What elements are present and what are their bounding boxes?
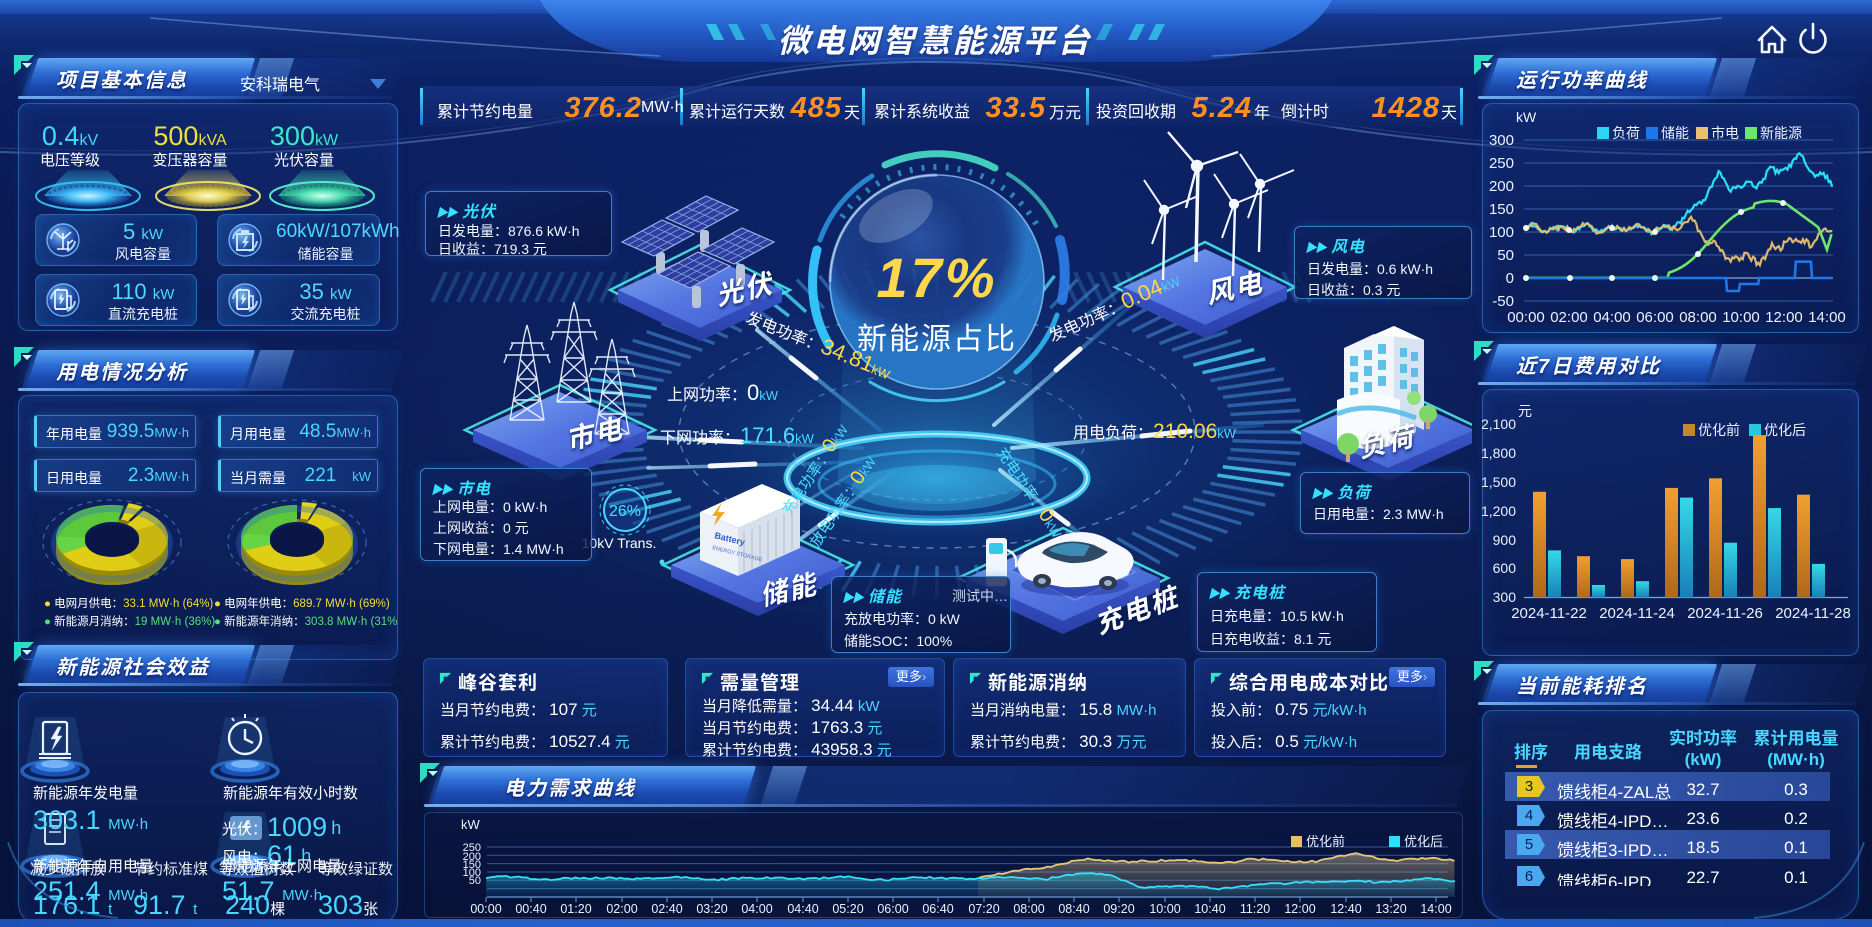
svg-text:08:00: 08:00	[1013, 902, 1044, 916]
svg-text:12:00: 12:00	[1284, 902, 1315, 916]
svg-text:200: 200	[1489, 178, 1514, 195]
svg-text:04:00: 04:00	[741, 902, 772, 916]
svg-text:1,500: 1,500	[1482, 474, 1516, 490]
svg-text:用电负荷：210.06kW: 用电负荷：210.06kW	[1073, 420, 1237, 443]
svg-text:900: 900	[1493, 532, 1517, 548]
svg-text:09:20: 09:20	[1103, 902, 1134, 916]
svg-text:12:40: 12:40	[1330, 902, 1361, 916]
svg-text:05:20: 05:20	[832, 902, 863, 916]
svg-text:06:00: 06:00	[1636, 309, 1674, 326]
svg-text:07:20: 07:20	[968, 902, 999, 916]
svg-text:200: 200	[463, 851, 481, 863]
svg-text:10:00: 10:00	[1149, 902, 1180, 916]
svg-text:26%: 26%	[609, 503, 641, 520]
svg-text:10kV Trans.: 10kV Trans.	[582, 535, 657, 551]
svg-text:优化前: 优化前	[1306, 834, 1345, 849]
svg-text:100: 100	[1489, 224, 1514, 241]
svg-text:元: 元	[1518, 403, 1532, 419]
svg-text:100: 100	[463, 867, 481, 879]
svg-text:50: 50	[469, 875, 481, 887]
svg-text:06:00: 06:00	[877, 902, 908, 916]
svg-text:10:00: 10:00	[1722, 309, 1760, 326]
svg-text:2024-11-24: 2024-11-24	[1599, 605, 1675, 622]
svg-text:2,100: 2,100	[1482, 416, 1516, 432]
svg-text:250: 250	[1489, 155, 1514, 172]
svg-text:02:00: 02:00	[606, 902, 637, 916]
svg-text:优化前: 优化前	[1698, 422, 1740, 438]
svg-text:04:00: 04:00	[1593, 309, 1631, 326]
svg-text:17%: 17%	[876, 246, 997, 309]
svg-text:00:00: 00:00	[470, 902, 501, 916]
svg-text:kW: kW	[461, 817, 481, 832]
svg-text:08:40: 08:40	[1058, 902, 1089, 916]
svg-text:新能源: 新能源	[1760, 125, 1802, 141]
svg-text:04:40: 04:40	[787, 902, 818, 916]
svg-text:300: 300	[1493, 589, 1517, 605]
svg-text:02:00: 02:00	[1550, 309, 1588, 326]
svg-text:负荷: 负荷	[1612, 125, 1640, 141]
svg-text:优化后: 优化后	[1404, 834, 1443, 849]
svg-text:06:40: 06:40	[922, 902, 953, 916]
svg-text:14:00: 14:00	[1420, 902, 1451, 916]
svg-text:08:00: 08:00	[1679, 309, 1717, 326]
svg-text:250: 250	[463, 842, 481, 854]
svg-text:03:20: 03:20	[696, 902, 727, 916]
svg-text:新能源占比: 新能源占比	[857, 323, 1017, 356]
svg-text:00:00: 00:00	[1507, 309, 1545, 326]
svg-text:1,800: 1,800	[1482, 445, 1516, 461]
svg-text:02:40: 02:40	[651, 902, 682, 916]
svg-text:储能: 储能	[1661, 125, 1689, 141]
svg-text:2024-11-22: 2024-11-22	[1511, 605, 1587, 622]
svg-text:2024-11-28: 2024-11-28	[1775, 605, 1851, 622]
svg-text:kW: kW	[1516, 109, 1537, 125]
svg-text:市电: 市电	[1711, 125, 1739, 141]
svg-text:1,200: 1,200	[1482, 503, 1516, 519]
svg-text:300: 300	[1489, 132, 1514, 149]
svg-text:10:40: 10:40	[1194, 902, 1225, 916]
svg-text:150: 150	[1489, 201, 1514, 218]
svg-text:600: 600	[1493, 560, 1517, 576]
svg-text:12:00: 12:00	[1765, 309, 1803, 326]
svg-text:2024-11-26: 2024-11-26	[1687, 605, 1763, 622]
svg-text:优化后: 优化后	[1764, 422, 1806, 438]
svg-text:50: 50	[1497, 247, 1514, 264]
svg-text:01:20: 01:20	[560, 902, 591, 916]
svg-text:13:20: 13:20	[1375, 902, 1406, 916]
svg-text:14:00: 14:00	[1808, 309, 1846, 326]
svg-text:0: 0	[1506, 270, 1514, 287]
svg-text:150: 150	[463, 859, 481, 871]
svg-text:11:20: 11:20	[1240, 902, 1270, 916]
svg-text:-50: -50	[1492, 293, 1514, 310]
svg-text:00:40: 00:40	[515, 902, 546, 916]
